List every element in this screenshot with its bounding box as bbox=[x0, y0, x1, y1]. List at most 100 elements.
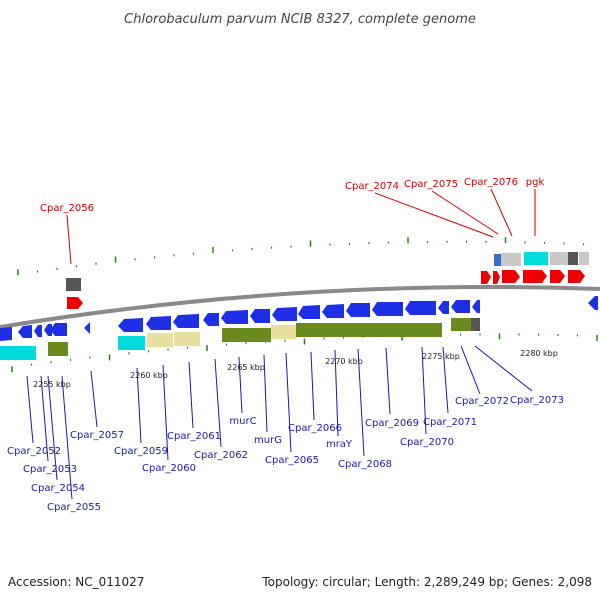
gene-block-khaki-murG[interactable] bbox=[271, 325, 296, 339]
gene-label-cpar-2075[interactable]: Cpar_2075 bbox=[404, 179, 458, 190]
leader-line bbox=[263, 354, 268, 433]
gene-arrow-2069[interactable] bbox=[372, 302, 403, 316]
leader-line bbox=[285, 352, 292, 453]
genome-backbone bbox=[0, 285, 600, 329]
gene-arrow-2076[interactable] bbox=[550, 270, 565, 283]
leader-line bbox=[47, 375, 58, 481]
gene-label-murc[interactable]: murC bbox=[229, 416, 256, 427]
gene-arrow-murC[interactable] bbox=[221, 310, 248, 324]
gene-arrow-2061[interactable] bbox=[173, 314, 199, 328]
gene-label-cpar-2073[interactable]: Cpar_2073 bbox=[510, 395, 564, 406]
leader-line bbox=[431, 190, 499, 235]
gene-label-cpar-2056[interactable]: Cpar_2056 bbox=[40, 203, 94, 214]
gene-arrow-2062[interactable] bbox=[203, 313, 219, 326]
gene-label-pgk[interactable]: pgk bbox=[526, 177, 545, 188]
gene-label-cpar-2071[interactable]: Cpar_2071 bbox=[423, 417, 477, 428]
gene-arrow-b0[interactable] bbox=[0, 327, 12, 341]
gene-arrow-2056[interactable] bbox=[67, 297, 83, 309]
gene-block-dark-2073[interactable] bbox=[471, 318, 480, 331]
gene-arrow-pgk[interactable] bbox=[568, 270, 585, 283]
gene-arrow-b4[interactable] bbox=[50, 323, 67, 336]
gene-block-olive-long[interactable] bbox=[296, 323, 442, 337]
leader-line bbox=[40, 375, 49, 462]
leader-line bbox=[460, 345, 481, 395]
summary-text: Topology: circular; Length: 2,289,249 bp… bbox=[261, 575, 592, 589]
gene-block-olive-2072[interactable] bbox=[451, 318, 471, 331]
gene-block-2056-dark[interactable] bbox=[66, 278, 81, 291]
gene-label-cpar-2072[interactable]: Cpar_2072 bbox=[455, 396, 509, 407]
gene-label-cpar-2061[interactable]: Cpar_2061 bbox=[167, 431, 221, 442]
gene-arrow-2072[interactable] bbox=[451, 300, 470, 313]
leader-line bbox=[61, 375, 73, 500]
scale-label: 2270 kbp bbox=[325, 357, 363, 366]
gene-arrow-b3[interactable] bbox=[44, 324, 52, 336]
leader-line bbox=[474, 345, 533, 392]
gene-arrow-b-end[interactable] bbox=[588, 296, 598, 310]
gene-arrow-mraY[interactable] bbox=[322, 304, 344, 318]
scale-label: 2260 kbp bbox=[130, 371, 168, 380]
gene-block-khaki-2061[interactable] bbox=[174, 332, 200, 346]
gene-arrow-b5[interactable] bbox=[84, 322, 90, 334]
leader-line bbox=[26, 375, 34, 444]
gene-arrow-murG[interactable] bbox=[250, 309, 270, 323]
gene-block-olive-2055[interactable] bbox=[48, 342, 68, 356]
leader-line bbox=[162, 364, 169, 461]
scale-label: 2265 kbp bbox=[227, 363, 265, 372]
gene-block-gray-end[interactable] bbox=[579, 252, 589, 265]
gene-label-cpar-2060[interactable]: Cpar_2060 bbox=[142, 463, 196, 474]
gene-arrow-2071[interactable] bbox=[438, 301, 449, 314]
gene-block-2075-cyan[interactable] bbox=[524, 252, 548, 265]
gene-arrow-2060[interactable] bbox=[146, 316, 171, 330]
gene-label-cpar-2062[interactable]: Cpar_2062 bbox=[194, 450, 248, 461]
leader-line bbox=[442, 346, 449, 414]
gene-arrow-2068[interactable] bbox=[346, 303, 370, 317]
top-gene-labels: Cpar_2056 Cpar_2074 Cpar_2075 Cpar_2076 … bbox=[40, 177, 545, 265]
gene-label-mray[interactable]: mraY bbox=[326, 439, 353, 450]
bottom-gene-label-texts: Cpar_2052 Cpar_2053 Cpar_2054 Cpar_2055 … bbox=[7, 395, 564, 513]
gene-label-cpar-2065[interactable]: Cpar_2065 bbox=[265, 455, 319, 466]
gene-label-cpar-2066[interactable]: Cpar_2066 bbox=[288, 423, 342, 434]
gene-arrow-b2[interactable] bbox=[34, 325, 42, 337]
gene-label-cpar-2074[interactable]: Cpar_2074 bbox=[345, 181, 399, 192]
leader-line bbox=[334, 349, 339, 437]
gene-block-olive-murC[interactable] bbox=[222, 328, 271, 342]
gene-arrow-red-1[interactable] bbox=[481, 271, 491, 284]
gene-block-2074-gray[interactable] bbox=[501, 253, 521, 266]
leader-line bbox=[490, 188, 513, 237]
gene-block-dark[interactable] bbox=[568, 252, 578, 265]
gene-block-khaki-2060[interactable] bbox=[147, 333, 173, 347]
gene-label-cpar-2059[interactable]: Cpar_2059 bbox=[114, 446, 168, 457]
leader-line bbox=[188, 361, 194, 429]
gene-block-cyan-2059[interactable] bbox=[118, 336, 145, 350]
bottom-gene-labels bbox=[26, 345, 533, 500]
gene-label-murg[interactable]: murG bbox=[254, 435, 282, 446]
gene-label-cpar-2053[interactable]: Cpar_2053 bbox=[23, 464, 77, 475]
leader-line bbox=[310, 351, 315, 421]
gene-label-cpar-2070[interactable]: Cpar_2070 bbox=[400, 437, 454, 448]
gene-arrow-2065[interactable] bbox=[272, 307, 297, 321]
leader-line bbox=[238, 356, 243, 414]
gene-arrow-b1[interactable] bbox=[18, 325, 32, 338]
gene-label-cpar-2054[interactable]: Cpar_2054 bbox=[31, 483, 85, 494]
gene-label-cpar-2076[interactable]: Cpar_2076 bbox=[464, 177, 518, 188]
leader-line bbox=[421, 346, 427, 435]
gene-block-2076-gray[interactable] bbox=[550, 252, 568, 265]
gene-arrow-2074[interactable] bbox=[502, 270, 520, 283]
gene-label-cpar-2055[interactable]: Cpar_2055 bbox=[47, 502, 101, 513]
gene-arrow-2070[interactable] bbox=[405, 301, 436, 315]
gene-arrow-2075[interactable] bbox=[523, 270, 547, 283]
gene-label-cpar-2069[interactable]: Cpar_2069 bbox=[365, 418, 419, 429]
leader-line bbox=[66, 214, 72, 265]
gene-block-blue-small[interactable] bbox=[494, 254, 501, 266]
gene-block-cyan-left[interactable] bbox=[0, 346, 36, 360]
gene-arrow-2066[interactable] bbox=[298, 305, 320, 319]
gene-label-cpar-2057[interactable]: Cpar_2057 bbox=[70, 430, 124, 441]
inner-tick-row bbox=[11, 333, 598, 373]
gene-arrow-2073[interactable] bbox=[472, 300, 480, 313]
gene-label-cpar-2052[interactable]: Cpar_2052 bbox=[7, 446, 61, 457]
scale-label: 2280 kbp bbox=[520, 349, 558, 358]
gene-arrow-red-2[interactable] bbox=[493, 271, 500, 284]
gene-label-cpar-2068[interactable]: Cpar_2068 bbox=[338, 459, 392, 470]
gene-arrow-2059[interactable] bbox=[118, 318, 143, 332]
